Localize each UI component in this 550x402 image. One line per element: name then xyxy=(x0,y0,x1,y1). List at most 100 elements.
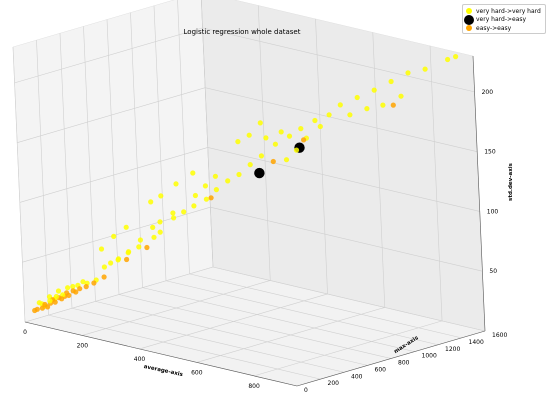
data-point-series-0 xyxy=(257,120,263,126)
grid-line-y xyxy=(83,26,96,302)
data-point-series-0 xyxy=(236,171,242,178)
grid-line-y xyxy=(12,46,26,323)
y-tick-label: 1200 xyxy=(445,346,460,353)
tick-labels: 0 200 400 600 800 0 200 400 600 800 1000 1200 1400 16… xyxy=(23,89,507,394)
grid-line-z xyxy=(22,206,211,263)
legend-item-very-hard-very-hard: very hard->very hard xyxy=(466,7,542,16)
data-point-series-2 xyxy=(270,158,276,165)
data-point-series-0 xyxy=(170,210,176,216)
data-point-series-0 xyxy=(213,187,219,193)
y-tick-label: 1400 xyxy=(469,339,484,346)
data-point-series-0 xyxy=(111,233,117,239)
z-axis-label: std.dev-axis xyxy=(508,162,514,201)
data-point-series-0 xyxy=(157,229,163,235)
grid-line-x xyxy=(372,32,386,308)
data-point-series-0 xyxy=(148,199,154,205)
legend-label: easy->easy xyxy=(476,24,512,32)
data-point-series-0 xyxy=(191,203,197,209)
y-tick-label: 200 xyxy=(328,380,340,387)
data-point-series-2 xyxy=(144,244,150,251)
data-point-series-0 xyxy=(422,66,428,72)
x-tick-label: 400 xyxy=(134,356,146,363)
x-tick-label: 0 xyxy=(23,329,27,336)
legend-marker-black xyxy=(464,14,474,25)
data-point-series-0 xyxy=(405,70,411,76)
x-axis-label: average-axis xyxy=(143,364,184,378)
legend-marker-yellow xyxy=(466,8,472,15)
data-point-series-0 xyxy=(445,56,451,63)
grid-line-z xyxy=(210,206,483,272)
data-point-series-0 xyxy=(380,102,386,108)
grid-line-y xyxy=(153,5,167,281)
data-point-series-1 xyxy=(254,167,265,179)
y-tick-label: 1000 xyxy=(422,353,437,360)
grid-line-y xyxy=(189,273,462,339)
data-point-series-0 xyxy=(60,292,66,298)
grid-line-y xyxy=(118,294,392,359)
data-point-series-0 xyxy=(150,224,156,230)
z-tick-label: 50 xyxy=(489,268,497,275)
data-point-series-2 xyxy=(124,256,130,263)
data-point-series-0 xyxy=(286,133,293,139)
data-point-series-0 xyxy=(108,260,114,266)
data-point-series-0 xyxy=(53,293,60,300)
data-point-series-0 xyxy=(98,246,105,252)
grid-line-y xyxy=(177,0,190,274)
grid-line-x xyxy=(429,45,443,321)
data-point-series-0 xyxy=(263,135,269,141)
grid-line-z xyxy=(19,147,208,203)
data-point-series-2 xyxy=(70,288,76,294)
y-tick-label: 400 xyxy=(351,373,363,380)
y-tick-label: 800 xyxy=(398,360,410,367)
data-point-series-0 xyxy=(312,117,318,124)
data-point-series-0 xyxy=(212,173,218,179)
data-point-series-0 xyxy=(326,112,332,118)
grid-line-y xyxy=(59,33,73,309)
data-point-series-2 xyxy=(83,284,89,290)
data-point-series-0 xyxy=(65,285,71,291)
data-point-series-2 xyxy=(208,195,214,201)
chart-title: Logistic regression whole dataset xyxy=(184,28,301,36)
grid-line-y xyxy=(212,266,486,332)
legend-label: very hard->easy xyxy=(476,16,527,24)
x-axis-line xyxy=(24,321,298,387)
data-point-series-2 xyxy=(39,305,46,311)
data-point-series-0 xyxy=(298,126,304,132)
grid-line-z xyxy=(14,27,203,84)
grid-line-y xyxy=(48,314,321,380)
data-point-series-0 xyxy=(278,129,284,135)
data-point-series-0 xyxy=(235,139,241,145)
data-point-series-0 xyxy=(80,279,86,285)
y-tick-label: 1600 xyxy=(492,332,507,339)
y-tick-label: 600 xyxy=(375,366,387,373)
grid-line-x xyxy=(257,5,271,281)
grid-line-z xyxy=(17,87,206,143)
data-point-series-0 xyxy=(337,102,343,108)
data-point-series-0 xyxy=(317,123,323,130)
axis-lines xyxy=(24,55,486,387)
data-point-series-0 xyxy=(371,87,377,93)
data-point-series-0 xyxy=(203,196,209,202)
z-tick-label: 150 xyxy=(484,149,496,156)
data-point-series-0 xyxy=(115,256,122,262)
z-tick-label: 200 xyxy=(482,89,494,96)
data-point-series-2 xyxy=(390,102,396,108)
data-point-series-0 xyxy=(246,132,252,138)
data-point-series-0 xyxy=(192,192,198,199)
data-point-series-0 xyxy=(123,224,129,230)
data-point-series-0 xyxy=(70,283,76,290)
legend-item-very-hard-easy: very hard->easy xyxy=(464,14,542,25)
data-point-series-0 xyxy=(55,288,62,294)
legend-marker-orange xyxy=(466,25,472,32)
x-tick-label: 200 xyxy=(77,343,89,350)
data-point-series-2 xyxy=(301,137,307,143)
grid-line-z xyxy=(207,147,480,212)
grid-line-z xyxy=(205,87,478,152)
data-point-series-2 xyxy=(77,286,83,292)
legend-item-easy-easy: easy->easy xyxy=(466,24,542,33)
legend: very hard->very hard very hard->easy eas… xyxy=(462,4,546,34)
grid-line-y xyxy=(165,280,439,346)
data-point-series-2 xyxy=(91,280,97,286)
data-point-series-0 xyxy=(190,170,196,176)
